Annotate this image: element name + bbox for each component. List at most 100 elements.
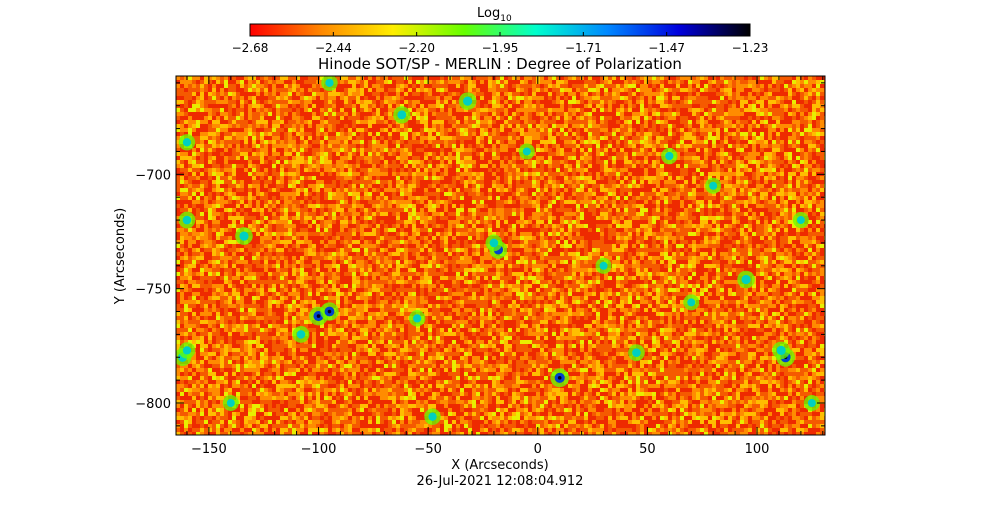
- heatmap-cell: [696, 156, 700, 160]
- heatmap-cell: [232, 136, 236, 140]
- heatmap-cell: [236, 88, 240, 92]
- heatmap-cell: [184, 120, 188, 124]
- heatmap-cell: [816, 136, 820, 140]
- heatmap-cell: [452, 84, 456, 88]
- heatmap-cell: [564, 88, 568, 92]
- heatmap-cell: [752, 84, 756, 88]
- heatmap-cell: [556, 164, 560, 168]
- heatmap-cell: [636, 124, 640, 128]
- heatmap-cell: [656, 84, 660, 88]
- heatmap-cell: [424, 140, 428, 144]
- heatmap-cell: [660, 184, 664, 188]
- heatmap-cell: [448, 188, 452, 192]
- heatmap-cell: [652, 124, 656, 128]
- heatmap-cell: [500, 80, 504, 84]
- heatmap-cell: [408, 144, 412, 148]
- heatmap-cell: [284, 192, 288, 196]
- heatmap-cell: [328, 160, 332, 164]
- heatmap-cell: [200, 80, 204, 84]
- heatmap-cell: [484, 96, 488, 100]
- heatmap-cell: [424, 172, 428, 176]
- heatmap-cell: [300, 192, 304, 196]
- heatmap-cell: [352, 128, 356, 132]
- heatmap-cell: [300, 96, 304, 100]
- heatmap-cell: [812, 168, 816, 172]
- heatmap-cell: [456, 164, 460, 168]
- heatmap-cell: [708, 136, 712, 140]
- heatmap-cell: [680, 104, 684, 108]
- heatmap-cell: [352, 184, 356, 188]
- heatmap-cell: [780, 108, 784, 112]
- heatmap-cell: [796, 144, 800, 148]
- heatmap-cell: [668, 136, 672, 140]
- heatmap-cell: [560, 124, 564, 128]
- heatmap-cell: [768, 176, 772, 180]
- heatmap-cell: [816, 76, 820, 80]
- heatmap-cell: [388, 180, 392, 184]
- heatmap-cell: [564, 136, 568, 140]
- heatmap-cell: [440, 160, 444, 164]
- heatmap-cell: [820, 116, 824, 120]
- heatmap-cell: [492, 104, 496, 108]
- heatmap-cell: [248, 80, 252, 84]
- heatmap-cell: [392, 104, 396, 108]
- heatmap-cell: [344, 104, 348, 108]
- heatmap-cell: [524, 184, 528, 188]
- heatmap-cell: [516, 148, 520, 152]
- heatmap-cell: [428, 172, 432, 176]
- heatmap-cell: [692, 116, 696, 120]
- heatmap-cell: [284, 124, 288, 128]
- heatmap-cell: [544, 136, 548, 140]
- heatmap-cell: [248, 92, 252, 96]
- heatmap-cell: [572, 112, 576, 116]
- heatmap-cell: [308, 136, 312, 140]
- heatmap-cell: [324, 108, 328, 112]
- heatmap-cell: [244, 148, 248, 152]
- heatmap-cell: [736, 136, 740, 140]
- heatmap-cell: [652, 164, 656, 168]
- heatmap-cell: [652, 120, 656, 124]
- heatmap-cell: [428, 144, 432, 148]
- heatmap-cell: [644, 84, 648, 88]
- heatmap-cell: [400, 88, 404, 92]
- heatmap-cell: [544, 176, 548, 180]
- heatmap-cell: [724, 104, 728, 108]
- heatmap-cell: [264, 100, 268, 104]
- heatmap-cell: [364, 184, 368, 188]
- heatmap-cell: [796, 132, 800, 136]
- heatmap-cell: [444, 140, 448, 144]
- heatmap-cell: [532, 124, 536, 128]
- heatmap-cell: [640, 180, 644, 184]
- heatmap-cell: [556, 180, 560, 184]
- heatmap-cell: [728, 120, 732, 124]
- heatmap-cell: [724, 84, 728, 88]
- heatmap-cell: [224, 160, 228, 164]
- heatmap-cell: [480, 80, 484, 84]
- heatmap-cell: [484, 100, 488, 104]
- heatmap-cell: [676, 128, 680, 132]
- heatmap-cell: [240, 176, 244, 180]
- heatmap-cell: [328, 108, 332, 112]
- heatmap-cell: [564, 156, 568, 160]
- heatmap-cell: [660, 180, 664, 184]
- heatmap-cell: [296, 104, 300, 108]
- heatmap-cell: [580, 156, 584, 160]
- heatmap-cell: [288, 108, 292, 112]
- heatmap-cell: [648, 120, 652, 124]
- heatmap-cell: [548, 132, 552, 136]
- heatmap-cell: [180, 120, 184, 124]
- heatmap-cell: [388, 156, 392, 160]
- heatmap-cell: [404, 88, 408, 92]
- heatmap-cell: [596, 192, 600, 196]
- heatmap-cell: [700, 172, 704, 176]
- heatmap-cell: [256, 96, 260, 100]
- heatmap-cell: [760, 96, 764, 100]
- heatmap-cell: [808, 180, 812, 184]
- heatmap-cell: [308, 100, 312, 104]
- heatmap-cell: [212, 108, 216, 112]
- heatmap-cell: [300, 172, 304, 176]
- heatmap-cell: [504, 160, 508, 164]
- heatmap-cell: [744, 104, 748, 108]
- heatmap-cell: [304, 104, 308, 108]
- heatmap-cell: [536, 120, 540, 124]
